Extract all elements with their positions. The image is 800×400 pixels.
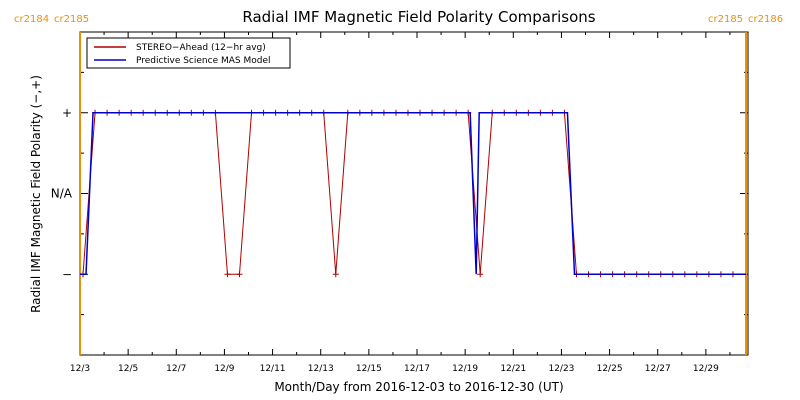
x-tick-label: 12/27 [645, 364, 671, 374]
carrington-label-left-start: cr2184 [14, 14, 49, 25]
x-axis-ticks: 12/3 12/5 12/7 12/9 12/11 12/13 12/15 12/17 12/1… [70, 32, 731, 374]
x-tick-label: 12/11 [260, 364, 286, 374]
x-tick-label: 12/21 [500, 364, 526, 374]
x-axis-label: Month/Day from 2016-12-03 to 2016-12-30 … [274, 380, 563, 394]
legend-label-stereo: STEREO−Ahead (12−hr avg) [136, 43, 266, 53]
x-tick-label: 12/23 [548, 364, 574, 374]
y-axis-ticks: − N/A + [51, 31, 748, 356]
y-tick-label: + [62, 106, 72, 120]
mas-line [80, 112, 746, 275]
x-tick-label: 12/19 [452, 364, 478, 374]
y-axis-label: Radial IMF Magnetic Field Polarity (−,+) [29, 75, 43, 313]
stereo-line [82, 112, 733, 275]
legend: STEREO−Ahead (12−hr avg) Predictive Scie… [86, 37, 291, 69]
x-tick-label: 12/5 [118, 364, 138, 374]
x-tick-label: 12/29 [693, 364, 719, 374]
x-tick-label: 12/17 [404, 364, 430, 374]
series-mas-model [80, 112, 746, 275]
chart-title: Radial IMF Magnetic Field Polarity Compa… [242, 8, 595, 26]
x-tick-label: 12/13 [308, 364, 334, 374]
y-tick-label: N/A [51, 187, 73, 201]
x-tick-label: 12/7 [166, 364, 186, 374]
series-stereo-ahead [80, 109, 736, 278]
y-tick-label: − [62, 267, 72, 281]
carrington-label-right-start: cr2185 [54, 14, 89, 25]
x-tick-label: 12/15 [356, 364, 382, 374]
legend-box [86, 37, 291, 69]
x-tick-label: 12/9 [214, 364, 234, 374]
plot-frame [79, 31, 749, 356]
carrington-label-right-end: cr2186 [748, 14, 783, 25]
legend-label-mas: Predictive Science MAS Model [136, 56, 271, 66]
carrington-markers [79, 32, 747, 355]
x-tick-label: 12/25 [597, 364, 623, 374]
x-tick-label: 12/3 [70, 364, 90, 374]
carrington-label-left-end: cr2185 [708, 14, 743, 25]
